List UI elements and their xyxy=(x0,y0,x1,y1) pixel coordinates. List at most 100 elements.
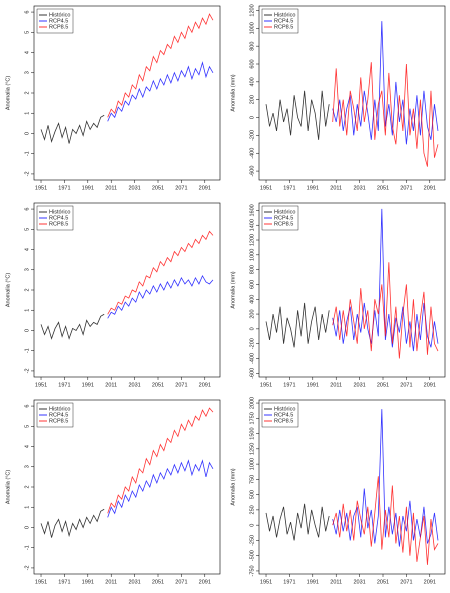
series-line xyxy=(107,61,214,122)
x-tick-label: 2031 xyxy=(353,185,365,191)
y-tick-label: 5 xyxy=(24,228,30,231)
x-tick-label: 2071 xyxy=(175,579,187,585)
y-tick-label: -1 xyxy=(24,151,30,156)
x-tick-label: 1951 xyxy=(260,579,272,585)
y-tick-label: -2 xyxy=(24,368,30,373)
x-tick-label: 2091 xyxy=(424,579,436,585)
series-line xyxy=(265,503,330,541)
x-tick-label: 1971 xyxy=(283,185,295,191)
y-tick-label: 4 xyxy=(24,445,30,448)
y-tick-label: 750 xyxy=(249,475,255,484)
x-tick-label: 2091 xyxy=(199,382,211,388)
legend-label: RCP4.5 xyxy=(274,18,293,24)
x-tick-label: 2091 xyxy=(199,579,211,585)
y-tick-label: -600 xyxy=(249,368,255,379)
y-axis-label: Anomalia (mm) xyxy=(230,74,236,111)
y-axis-label: Anomalia (°C) xyxy=(5,470,11,504)
y-tick-label: 500 xyxy=(249,490,255,499)
legend-label: RCP8.5 xyxy=(274,418,293,424)
y-axis-label: Anomalia (°C) xyxy=(5,76,11,110)
series-line xyxy=(332,62,439,167)
y-tick-label: 250 xyxy=(249,505,255,514)
y-tick-label: 6 xyxy=(24,208,30,211)
y-tick-label: -1 xyxy=(24,545,30,550)
x-tick-label: 1951 xyxy=(35,185,47,191)
series-line xyxy=(107,230,214,315)
plot-frame xyxy=(258,399,446,575)
series-line xyxy=(107,407,214,514)
y-tick-label: 0 xyxy=(249,116,255,119)
y-tick-label: 2 xyxy=(24,91,30,94)
y-axis-label: Anomalia (°C) xyxy=(5,273,11,307)
y-tick-label: 200 xyxy=(249,95,255,104)
y-tick-label: -250 xyxy=(249,535,255,546)
x-tick-label: 1971 xyxy=(283,382,295,388)
y-tick-label: -2 xyxy=(24,565,30,570)
y-axis-label: Anomalia (mm) xyxy=(230,271,236,308)
series-line xyxy=(332,262,439,359)
y-tick-label: 1250 xyxy=(249,443,255,455)
x-tick-label: 1991 xyxy=(82,185,94,191)
y-axis-label: Anomalia (mm) xyxy=(230,468,236,505)
x-tick-label: 2051 xyxy=(377,185,389,191)
x-tick-label: 1991 xyxy=(82,382,94,388)
y-tick-label: -600 xyxy=(249,166,255,177)
y-tick-label: 0 xyxy=(24,132,30,135)
x-tick-label: 1991 xyxy=(307,185,319,191)
plot-frame xyxy=(258,5,446,181)
legend-label: RCP8.5 xyxy=(49,221,68,227)
legend-label: RCP8.5 xyxy=(274,221,293,227)
series-line xyxy=(332,208,439,352)
x-tick-label: 2071 xyxy=(175,185,187,191)
plot-frame xyxy=(258,202,446,378)
y-tick-label: 0 xyxy=(24,329,30,332)
x-tick-label: 2011 xyxy=(330,579,342,585)
y-tick-label: 600 xyxy=(249,59,255,68)
series-line xyxy=(40,313,105,340)
y-tick-label: 1600 xyxy=(249,204,255,216)
legend-label: Histórico xyxy=(49,406,70,412)
x-tick-label: 1951 xyxy=(35,579,47,585)
y-tick-label: 400 xyxy=(249,77,255,86)
x-tick-label: 2051 xyxy=(377,382,389,388)
y-tick-label: 1000 xyxy=(249,249,255,261)
legend-label: RCP4.5 xyxy=(49,215,68,221)
x-tick-label: 2031 xyxy=(353,382,365,388)
legend-label: Histórico xyxy=(274,406,295,412)
series-line xyxy=(265,302,330,348)
y-tick-label: 1000 xyxy=(249,458,255,470)
y-tick-label: 1750 xyxy=(249,412,255,424)
x-tick-label: 1971 xyxy=(58,185,70,191)
y-tick-label: 3 xyxy=(24,268,30,271)
legend-label: Histórico xyxy=(274,209,295,215)
y-tick-label: 3 xyxy=(24,465,30,468)
legend-label: RCP4.5 xyxy=(49,412,68,418)
x-tick-label: 1971 xyxy=(58,579,70,585)
x-tick-label: 2011 xyxy=(105,185,117,191)
y-tick-label: 0 xyxy=(249,327,255,330)
y-tick-label: 200 xyxy=(249,309,255,318)
y-tick-label: -200 xyxy=(249,338,255,349)
y-tick-label: 600 xyxy=(249,280,255,289)
y-tick-label: 1 xyxy=(24,309,30,312)
x-tick-label: 2091 xyxy=(424,382,436,388)
legend-label: RCP4.5 xyxy=(49,18,68,24)
y-tick-label: 1 xyxy=(24,506,30,509)
y-tick-label: 400 xyxy=(249,295,255,304)
x-tick-label: 1991 xyxy=(307,579,319,585)
x-tick-label: 2011 xyxy=(105,579,117,585)
legend-label: Histórico xyxy=(49,209,70,215)
series-line xyxy=(107,13,214,118)
x-tick-label: 2031 xyxy=(128,579,140,585)
y-tick-label: 800 xyxy=(249,265,255,274)
series-line xyxy=(40,508,105,538)
y-tick-label: 4 xyxy=(24,248,30,251)
legend-label: Histórico xyxy=(49,12,70,18)
x-tick-label: 1951 xyxy=(260,185,272,191)
x-tick-label: 1991 xyxy=(307,382,319,388)
y-tick-label: -1 xyxy=(24,348,30,353)
y-tick-label: -750 xyxy=(249,565,255,576)
x-tick-label: 2011 xyxy=(330,185,342,191)
y-tick-label: -400 xyxy=(249,148,255,159)
